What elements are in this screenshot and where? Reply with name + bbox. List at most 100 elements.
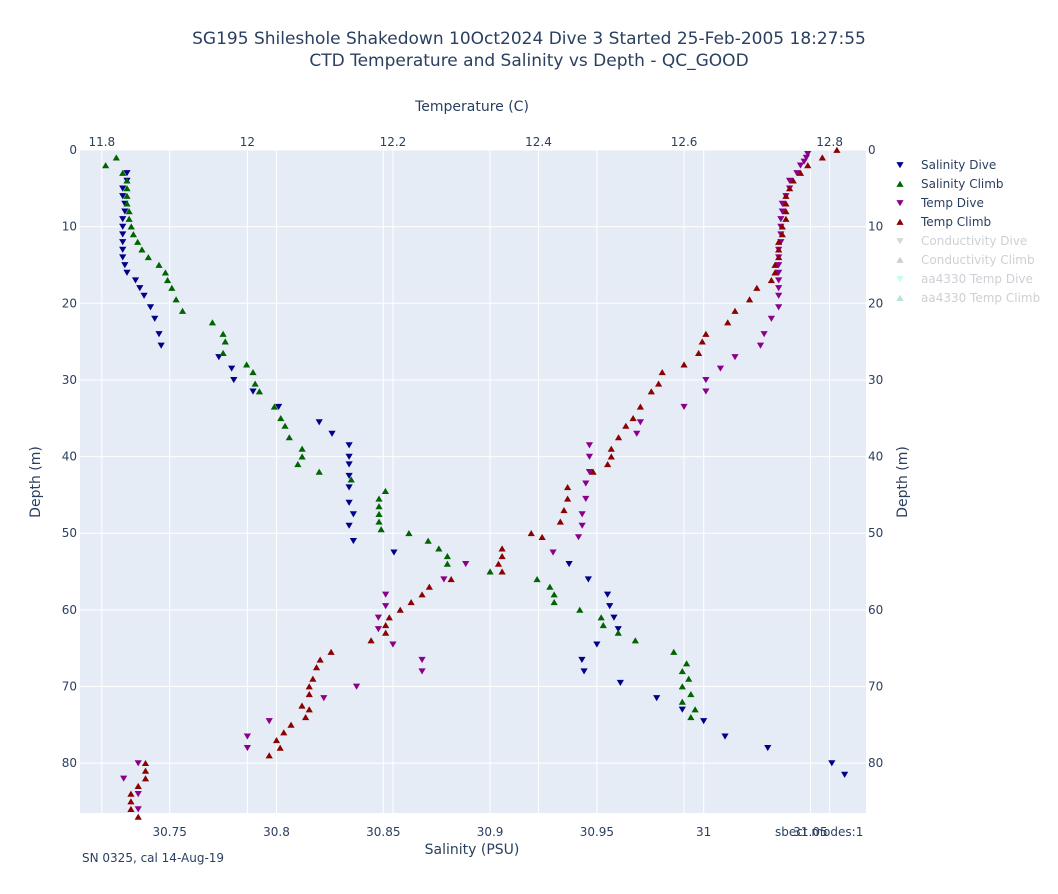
temp-dive-point	[767, 315, 775, 322]
legend-marker-temp-climb	[896, 218, 904, 225]
temp-dive-point	[582, 495, 590, 502]
temp-dive-point	[578, 511, 586, 518]
legend-item-salinity-climb[interactable]: Salinity Climb	[896, 177, 1004, 191]
temp-climb-point	[654, 380, 663, 387]
salinity-climb-point	[682, 660, 691, 667]
legend-marker-aa4330-temp-dive	[896, 276, 904, 283]
salinity-climb-point	[127, 223, 135, 230]
legend-label-temp-dive: Temp Dive	[920, 196, 984, 210]
temp-dive-point	[702, 377, 710, 384]
depth-tick-label-left: 0	[69, 143, 77, 157]
temp-climb-point	[745, 296, 754, 303]
salinity-dive-point	[593, 641, 601, 648]
salinity-dive-point	[390, 549, 398, 556]
salinity-dive-point	[345, 499, 353, 506]
legend-item-salinity-dive[interactable]: Salinity Dive	[896, 158, 996, 172]
temp-climb-point	[309, 675, 317, 682]
salinity-climb-point	[576, 606, 584, 613]
salinity-climb-point	[375, 510, 383, 517]
temp-climb-point	[305, 706, 313, 713]
temp-climb-point	[636, 403, 644, 410]
temp-climb-point	[280, 729, 288, 736]
temp-climb-point	[367, 637, 375, 644]
temp-climb-point	[818, 154, 826, 161]
temp-dive-point	[374, 626, 382, 633]
temp-dive-point	[680, 403, 688, 411]
salinity-climb-point	[119, 169, 127, 176]
temp-dive-point	[134, 790, 142, 798]
temp-climb-point	[782, 208, 790, 215]
salinity-dive-point	[678, 706, 686, 713]
temp-climb-point	[702, 330, 710, 337]
temp-climb-point	[407, 598, 415, 606]
temp-climb-point	[622, 422, 630, 429]
temp-climb-point	[607, 445, 615, 452]
depth-tick-label-left: 40	[62, 450, 77, 464]
salinity-climb-point	[134, 238, 142, 245]
depth-tick-label-right: 20	[868, 296, 883, 310]
salinity-climb-point	[221, 338, 229, 345]
legend-item-conductivity-dive[interactable]: Conductivity Dive	[896, 234, 1027, 248]
salinity-dive-point	[119, 254, 127, 261]
legend-item-temp-climb[interactable]: Temp Climb	[896, 215, 991, 229]
temp-climb-point	[312, 664, 321, 671]
salinity-climb-point	[377, 526, 385, 533]
temp-climb-point	[447, 575, 455, 583]
salinity-dive-point	[606, 603, 614, 610]
legend-marker-conductivity-dive	[896, 238, 904, 245]
temp-climb-point	[305, 690, 313, 698]
temp-dive-point	[636, 419, 644, 426]
salinity-climb-point	[144, 254, 152, 261]
temp-dive-point	[582, 480, 590, 487]
salinity-tick-label: 30.95	[580, 825, 614, 839]
legend-item-temp-dive[interactable]: Temp Dive	[896, 196, 984, 210]
legend-item-aa4330-temp-dive[interactable]: aa4330 Temp Dive	[896, 272, 1033, 286]
temp-dive-point	[374, 614, 382, 621]
salinity-climb-point	[172, 296, 180, 303]
temp-dive-point	[585, 442, 594, 449]
temp-climb-point	[382, 629, 390, 636]
temperature-axis-title: Temperature (C)	[414, 99, 529, 115]
temp-climb-point	[302, 713, 310, 721]
temp-climb-point	[731, 307, 739, 314]
temp-dive-point	[120, 775, 128, 782]
legend-item-aa4330-temp-climb[interactable]: aa4330 Temp Climb	[896, 291, 1040, 305]
salinity-climb-point	[294, 461, 302, 468]
salinity-dive-point	[614, 626, 622, 633]
temp-dive-point	[382, 591, 390, 598]
salinity-climb-point	[443, 552, 451, 560]
salinity-climb-point	[155, 261, 163, 268]
salinity-climb-point	[550, 598, 558, 606]
temp-dive-point	[440, 576, 448, 583]
salinity-climb-point	[687, 690, 695, 698]
temp-climb-point	[127, 798, 135, 805]
temp-climb-point	[629, 415, 637, 422]
legend-item-conductivity-climb[interactable]: Conductivity Climb	[896, 253, 1035, 267]
temp-climb-point	[527, 529, 535, 537]
temp-climb-point	[771, 261, 779, 268]
salinity-dive-point	[345, 484, 353, 491]
legend[interactable]: Salinity Dive Salinity Climb Temp Dive Temp…	[896, 158, 1040, 305]
temp-dive-point	[462, 561, 470, 568]
salinity-dive-point	[616, 679, 624, 686]
temp-dive-point	[418, 668, 426, 675]
temp-dive-point	[265, 718, 273, 725]
temp-climb-point	[778, 223, 786, 230]
salinity-dive-point	[228, 365, 236, 372]
temp-climb-point	[658, 369, 666, 376]
temp-climb-point	[141, 767, 150, 774]
salinity-dive-point	[700, 718, 708, 725]
temp-dive-point	[418, 656, 426, 663]
salinity-climb-point	[129, 231, 137, 238]
legend-marker-salinity-climb	[896, 180, 904, 187]
salinity-dive-point	[146, 304, 155, 311]
salinity-dive-point	[136, 285, 144, 292]
salinity-dive-point	[345, 442, 353, 449]
temp-climb-point	[127, 805, 135, 813]
temp-climb-point	[141, 759, 150, 767]
axes: 11.8 12 12.2 12.4 12.6 12.8 30.75 30.8 30.85 30.9…	[28, 99, 911, 858]
salinity-climb-point	[168, 284, 176, 291]
temp-dive-point	[760, 331, 768, 338]
temp-dive-point	[800, 158, 808, 165]
temp-dive-point	[796, 162, 805, 169]
